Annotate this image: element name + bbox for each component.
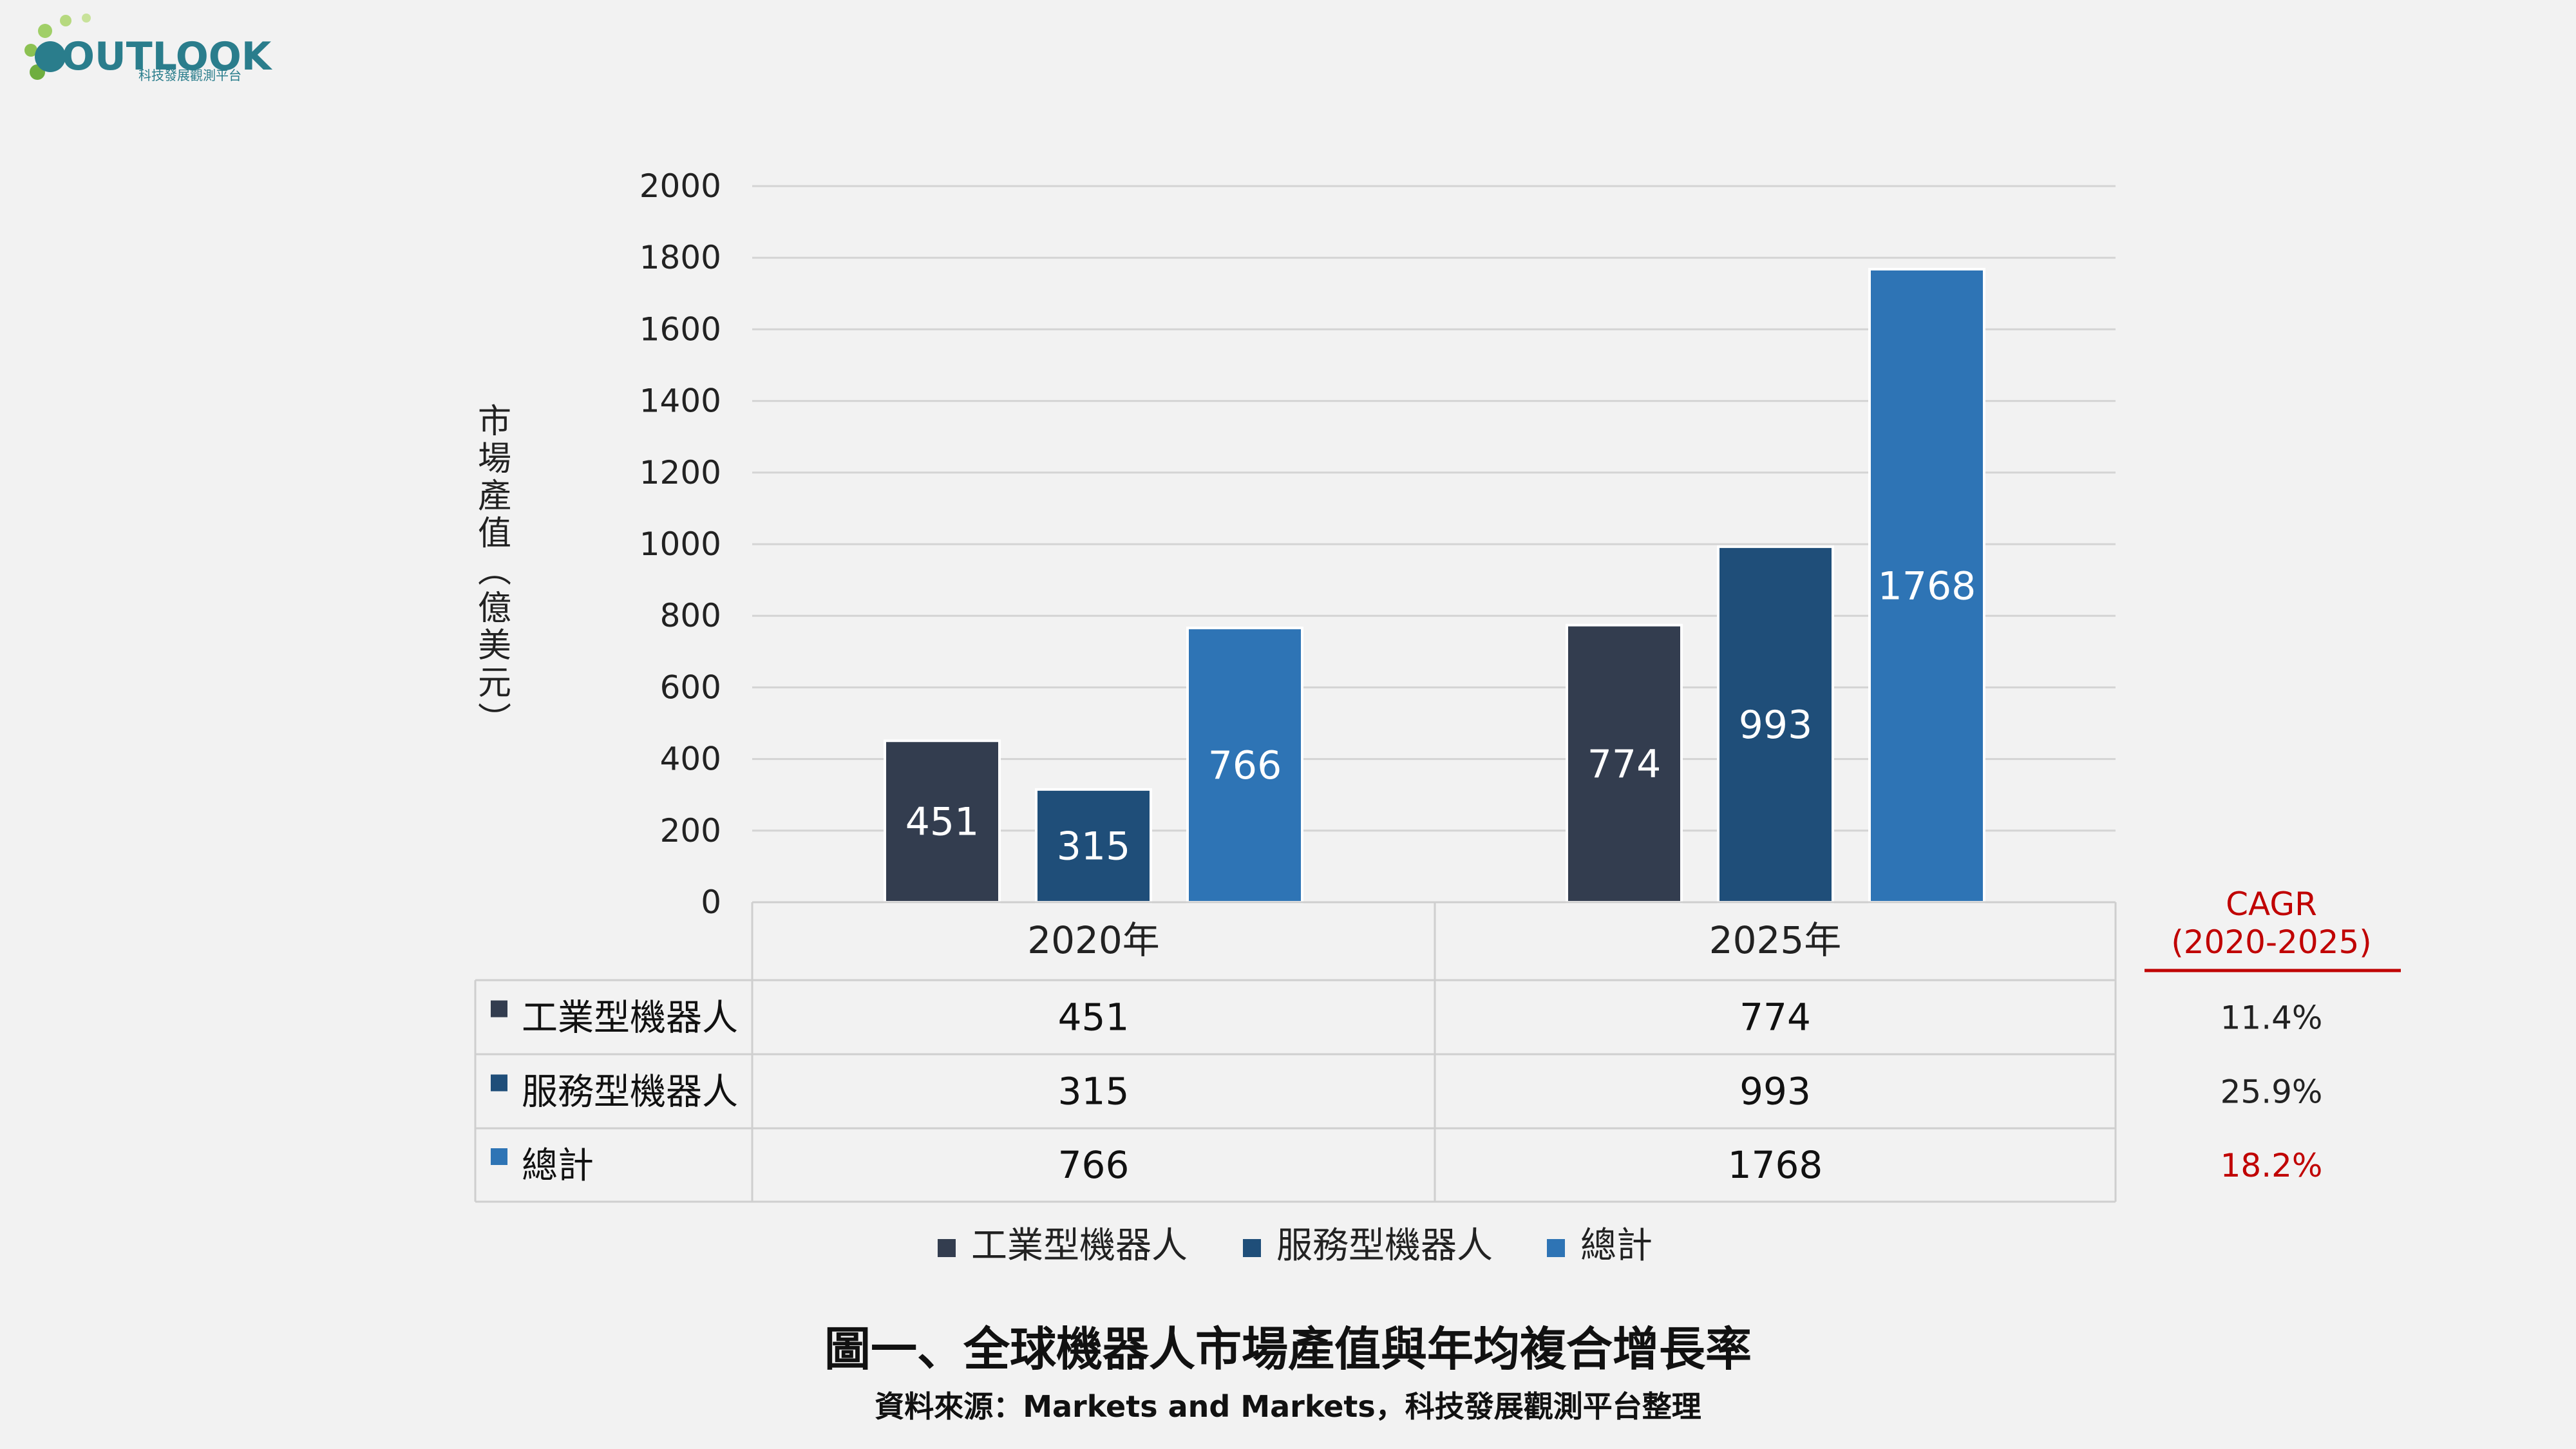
bar-data-label: 993 [1739, 703, 1813, 748]
cagr-values: 11.4% 25.9% 18.2% [2221, 999, 2323, 1185]
y-tick-label: 200 [660, 812, 721, 849]
y-tick-label: 1000 [639, 526, 721, 563]
table-category-headers: 2020年 2025年 [1027, 918, 1841, 962]
legend-item: 服務型機器人 [1243, 1225, 1493, 1267]
legend: 工業型機器人 服務型機器人 總計 [938, 1225, 1653, 1267]
legend-swatch-icon [1547, 1239, 1565, 1257]
y-axis-label: 市場產值︵億美元︶ [478, 402, 511, 740]
y-tick-label: 0 [701, 884, 721, 921]
bar-group: 993 [1717, 545, 1834, 904]
y-axis-ticks: 0 200 400 600 800 1000 1200 1400 1600 1800 2000 [639, 167, 721, 921]
bar-data-label: 1768 [1878, 564, 1976, 609]
table-row-label: 服務型機器人 [522, 1072, 738, 1113]
bar-data-label: 451 [905, 800, 980, 845]
logo-dots-icon [24, 14, 91, 80]
bar-group: 766 [1186, 627, 1303, 904]
y-tick-label: 1800 [639, 239, 721, 276]
table-cell: 1768 [1728, 1143, 1823, 1187]
bar [1566, 623, 1683, 904]
legend-swatch-icon [491, 1148, 507, 1165]
cagr-header-line1: CAGR [2226, 886, 2317, 923]
table-row-label: 總計 [522, 1145, 594, 1187]
bar [1186, 627, 1303, 904]
figure-source: 資料來源：Markets and Markets，科技發展觀測平台整理 [875, 1389, 1701, 1424]
cagr-value: 11.4% [2221, 999, 2323, 1037]
cagr-header-line2: (2020-2025) [2171, 923, 2372, 961]
logo-text: OUTLOOK [62, 34, 273, 79]
y-tick-label: 400 [660, 741, 721, 778]
bar-group: 774 [1566, 623, 1683, 904]
table-grid-lines [474, 901, 2117, 1203]
bar-data-label: 315 [1057, 824, 1131, 869]
cagr-value: 18.2% [2221, 1147, 2323, 1184]
bar-data-label: 774 [1587, 742, 1662, 787]
legend-label: 工業型機器人 [971, 1225, 1188, 1267]
table-category-header: 2020年 [1027, 918, 1160, 962]
y-tick-label: 2000 [639, 167, 721, 205]
legend-swatch-icon [1243, 1239, 1261, 1257]
outlook-logo: OUTLOOK 科技發展觀測平台 [24, 14, 273, 83]
y-tick-label: 800 [660, 597, 721, 634]
legend-item: 總計 [1547, 1225, 1653, 1267]
y-tick-label: 1600 [639, 310, 721, 348]
table-row: 工業型機器人 451 774 [491, 996, 1811, 1039]
bars: 451 315 766 774 993 1768 [884, 267, 1985, 904]
table-category-header: 2025年 [1709, 918, 1842, 962]
bar-group: 1768 [1868, 267, 1985, 904]
table-cell: 451 [1058, 996, 1130, 1039]
y-tick-label: 600 [660, 668, 721, 706]
cagr-column: CAGR (2020-2025) 11.4% 25.9% 18.2% [2145, 886, 2401, 1184]
legend-swatch-icon [491, 1074, 507, 1092]
bar [1868, 267, 1985, 904]
bar [884, 739, 1001, 904]
legend-label: 服務型機器人 [1276, 1225, 1493, 1267]
y-tick-label: 1400 [639, 383, 721, 420]
legend-label: 總計 [1580, 1225, 1653, 1267]
table-rows: 工業型機器人 451 774 服務型機器人 315 993 總計 766 1768 [491, 996, 1823, 1187]
cagr-value: 25.9% [2221, 1074, 2323, 1111]
table-row-label: 工業型機器人 [522, 998, 738, 1039]
legend-swatch-icon [938, 1239, 956, 1257]
bar-group: 451 [884, 739, 1001, 904]
bar-group: 315 [1035, 788, 1152, 904]
logo-subtitle: 科技發展觀測平台 [138, 68, 242, 83]
bar-data-label: 766 [1208, 743, 1282, 788]
table-row: 服務型機器人 315 993 [491, 1070, 1811, 1113]
y-tick-label: 1200 [639, 454, 721, 491]
bar [1035, 788, 1152, 904]
figure-title: 圖一、全球機器人市場產值與年均複合增長率 [824, 1322, 1752, 1376]
legend-swatch-icon [491, 1000, 507, 1018]
table-row: 總計 766 1768 [491, 1143, 1823, 1187]
data-table: 2020年 2025年 工業型機器人 451 774 服務型機器人 315 993 總計 766… [474, 901, 2117, 1203]
table-cell: 774 [1739, 996, 1811, 1039]
bar [1717, 545, 1834, 904]
table-cell: 766 [1058, 1143, 1130, 1187]
legend-item: 工業型機器人 [938, 1225, 1188, 1267]
table-cell: 993 [1739, 1070, 1811, 1113]
table-cell: 315 [1058, 1070, 1130, 1113]
